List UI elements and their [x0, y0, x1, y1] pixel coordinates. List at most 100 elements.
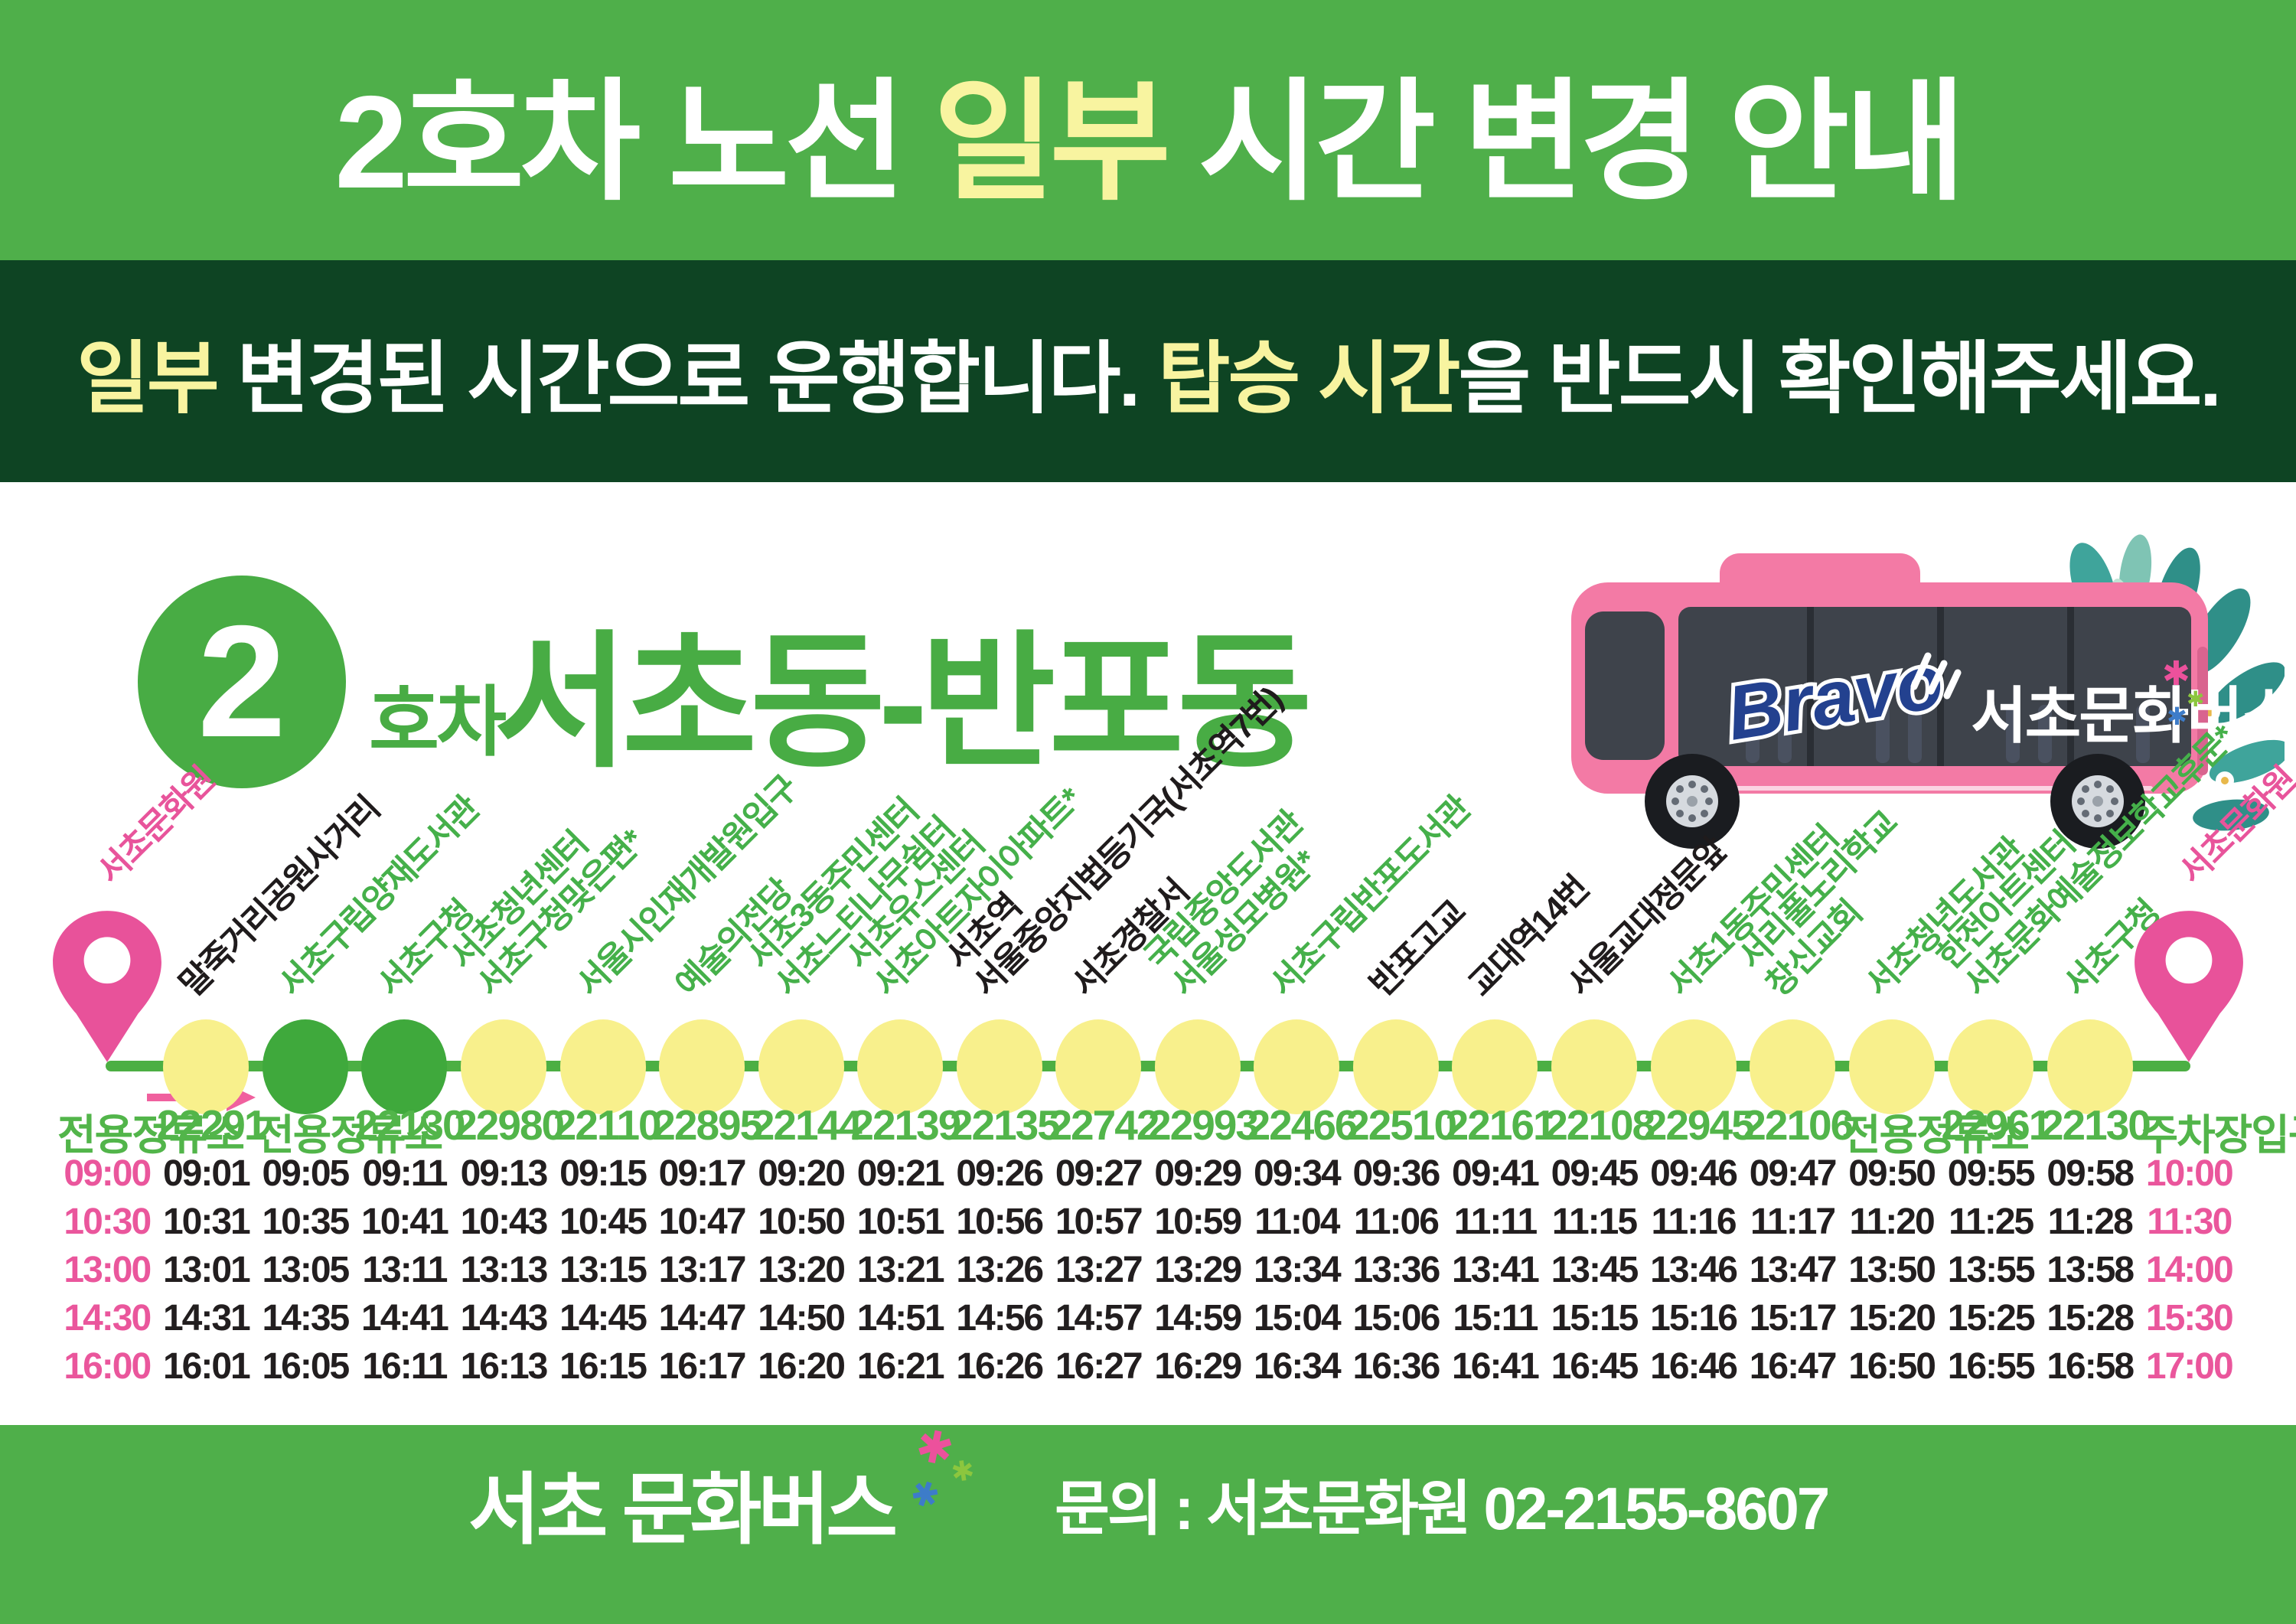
yellow-stop-circle: [559, 1019, 646, 1114]
time-cell: 09:34: [1253, 1153, 1342, 1194]
time-cell: 10:50: [758, 1202, 846, 1242]
time-cell: 11:25: [1949, 1202, 2034, 1242]
stop-code: 22106: [1743, 1101, 1854, 1149]
yellow-stop-circle: [1352, 1019, 1439, 1114]
sparkle-icon: ✱: [949, 1454, 973, 1489]
time-cell: 16:15: [559, 1346, 647, 1387]
time-cell: 13:21: [856, 1250, 945, 1290]
time-cell: 13:34: [1253, 1250, 1342, 1290]
time-cell: 10:00: [2145, 1153, 2234, 1194]
time-cell: 09:05: [262, 1153, 350, 1194]
time-cell: 11:30: [2147, 1202, 2232, 1242]
notice-text-2: 을 반드시 확인해주세요.: [1458, 334, 2221, 422]
stop-code: 22130: [354, 1101, 466, 1149]
route-diagram: 서초문화원 말죽거리공원사거리 서초구립양재도서관 서초구청 서초청년센터 서초구…: [0, 680, 2296, 1117]
time-cell: 14:41: [361, 1298, 449, 1339]
svg-text:✱: ✱: [2167, 703, 2187, 730]
route-stop-column: 서초역 서울중앙지법등기국(서초역7번): [939, 680, 1289, 1117]
time-cell: 14:30: [64, 1298, 152, 1339]
route-number: 2: [197, 592, 286, 771]
yellow-stop-circle: [1948, 1019, 2034, 1114]
green-stop-circle: [361, 1019, 448, 1114]
sparkle-icon: ✱: [911, 1420, 954, 1476]
time-cell: 14:50: [758, 1298, 846, 1339]
time-cell: 09:17: [658, 1153, 747, 1194]
green-stop-circle: [262, 1019, 348, 1114]
title-highlight: 일부: [933, 69, 1170, 216]
time-cell: 13:58: [2047, 1250, 2135, 1290]
time-cell: 16:41: [1452, 1346, 1540, 1387]
time-cell: 14:59: [1154, 1298, 1242, 1339]
time-cell: 11:16: [1651, 1202, 1737, 1242]
footer-banner: 서초 문화버스 ✱ ✱ ✱ 문의 : 서초문화원 02-2155-8607: [0, 1420, 2296, 1624]
time-cell: 15:30: [2145, 1298, 2234, 1339]
bus-brand-text: 서초문화버스: [1971, 682, 2285, 750]
stop-code: 22466: [1247, 1101, 1358, 1149]
route-stops-row: 서초문화원 말죽거리공원사거리 서초구립양재도서관 서초구청 서초청년센터 서초구…: [0, 680, 2296, 1117]
time-cell: 16:20: [758, 1346, 846, 1387]
route-stop-column: 서초구립양재도서관: [256, 750, 486, 1117]
route-stop-column: 서초구립반포도서관: [1247, 750, 1477, 1117]
time-cell: 16:46: [1650, 1346, 1738, 1387]
time-cell: 13:41: [1452, 1250, 1540, 1290]
top-banner: 2호차 노선 일부 시간 변경 안내: [0, 0, 2296, 260]
notice-highlight-1: 일부: [77, 334, 220, 422]
time-cell: 16:47: [1749, 1346, 1838, 1387]
route-stop-column: 서초1동주민센터: [1644, 750, 1844, 1117]
time-cell: 10:31: [162, 1202, 251, 1242]
time-cell: 16:11: [362, 1346, 448, 1387]
codes-row: 전용정류소 22291 전용정류소 22130 22980 22110 22895 22144…: [0, 1101, 2296, 1162]
time-cell: 16:01: [162, 1346, 251, 1387]
time-cell: 16:13: [460, 1346, 549, 1387]
notice-banner: 일부 변경된 시간으로 운행합니다. 탑승 시간을 반드시 확인해주세요.: [0, 260, 2296, 482]
yellow-stop-circle: [1055, 1019, 1142, 1114]
timetable-row: 14:30 14:31 14:35 14:41 14:43 14:45 14:47 14:50…: [0, 1294, 2296, 1342]
stop-code: 22980: [454, 1101, 565, 1149]
time-cell: 13:20: [758, 1250, 846, 1290]
route-stop-column: 서리풀노리학교 창신교회: [1732, 750, 1904, 1117]
time-cell: 09:26: [956, 1153, 1044, 1194]
stop-code: 22961: [1941, 1101, 2052, 1149]
time-cell: 13:15: [559, 1250, 647, 1290]
yellow-stop-circle: [1254, 1019, 1340, 1114]
timetable-row: 09:00 09:01 09:05 09:11 09:13 09:15 09:17 09:20…: [0, 1150, 2296, 1198]
speed-marks-icon: [1910, 652, 1962, 699]
yellow-stop-circle: [1551, 1019, 1637, 1114]
time-cell: 15:28: [2047, 1298, 2135, 1339]
yellow-stop-circle: [956, 1019, 1042, 1114]
timetable: 09:00 09:01 09:05 09:11 09:13 09:15 09:17 09:20…: [0, 1150, 2296, 1391]
bus-sparkle-icons: ✱ ✱ ✱: [2162, 655, 2204, 730]
bus-body: Bravo 서초문화버스 ✱ ✱ ✱: [1571, 553, 2296, 849]
time-cell: 14:35: [262, 1298, 350, 1339]
yellow-stop-circle: [1650, 1019, 1737, 1114]
notice-text: 일부 변경된 시간으로 운행합니다. 탑승 시간을 반드시 확인해주세요.: [77, 315, 2222, 429]
time-cell: 10:45: [559, 1202, 647, 1242]
route-unit-label: 호차: [369, 680, 507, 765]
time-cell: 16:27: [1055, 1346, 1143, 1387]
time-cell: 14:51: [856, 1298, 945, 1339]
time-cell: 13:00: [64, 1250, 152, 1290]
route-stop-column: 반포고교: [1346, 750, 1473, 1117]
time-cell: 09:27: [1055, 1153, 1143, 1194]
time-cell: 09:55: [1947, 1153, 2036, 1194]
stop-name-line: 서초문화원: [2172, 760, 2296, 892]
time-cell: 09:13: [460, 1153, 549, 1194]
route-stop-column: 서초청년도서관: [1842, 750, 2030, 1117]
route-stop-column: 국립중앙도서관 서울성모병원*: [1137, 750, 1324, 1117]
brand-logo-text: 서초 문화버스: [468, 1466, 898, 1554]
time-cell: 11:28: [2047, 1202, 2134, 1242]
time-cell: 16:55: [1947, 1346, 2036, 1387]
time-cell: 13:45: [1551, 1250, 1639, 1290]
pink-bus-icon: Bravo 서초문화버스 ✱ ✱ ✱: [1571, 534, 2296, 849]
time-cell: 15:20: [1848, 1298, 1936, 1339]
route-stop-column: 한전아트센터 서초문화예술정보학교후문*: [1930, 719, 2242, 1117]
time-cell: 16:34: [1253, 1346, 1342, 1387]
time-cell: 14:47: [658, 1298, 747, 1339]
map-pin-icon: [2135, 911, 2244, 1062]
time-cell: 16:21: [856, 1346, 945, 1387]
time-cell: 13:27: [1055, 1250, 1143, 1290]
time-cell: 16:45: [1551, 1346, 1639, 1387]
time-cell: 13:26: [956, 1250, 1044, 1290]
time-cell: 09:29: [1154, 1153, 1242, 1194]
stop-name-label: 서초문화원: [2173, 760, 2296, 892]
